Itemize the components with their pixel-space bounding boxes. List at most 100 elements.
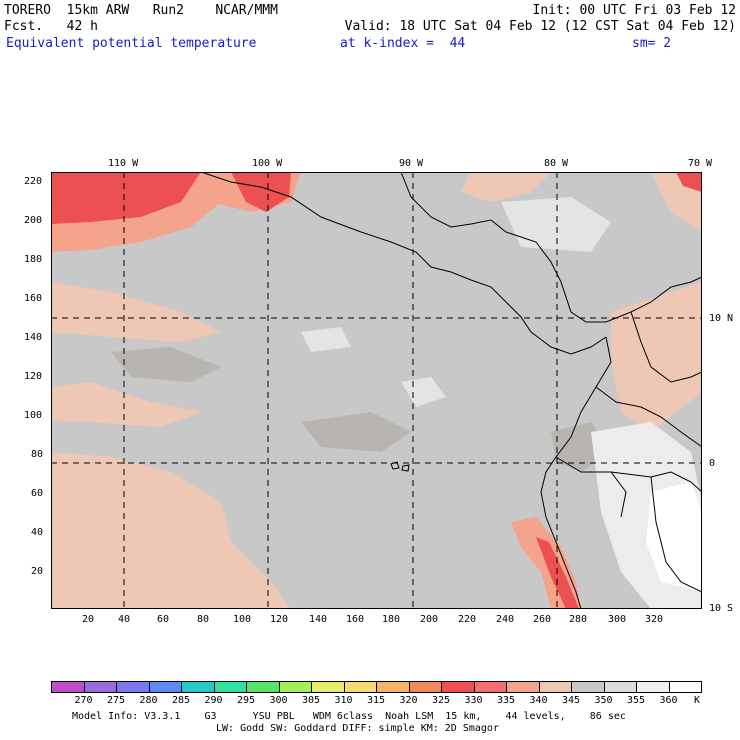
field-peach-southwest-2 (51, 502, 121, 552)
colorbar-swatch (83, 681, 117, 693)
x-tick-320: 320 (645, 614, 664, 625)
x-tick-180: 180 (382, 614, 401, 625)
field-red-north (231, 172, 291, 212)
lat-label-10n: 10 N (709, 313, 734, 324)
field-gray-patch-1 (111, 347, 221, 382)
colorbar-swatch (213, 681, 247, 693)
colorbar-swatch (278, 681, 312, 693)
lon-label-80w: 80 W (544, 158, 569, 169)
y-tick-40: 40 (31, 527, 44, 538)
x-tick-120: 120 (270, 614, 289, 625)
colorbar-swatch (116, 681, 150, 693)
y-tick-120: 120 (24, 371, 43, 382)
colorbar-label: 360 (659, 695, 678, 706)
field-gray-patch-2 (301, 412, 411, 452)
field-peach-southwest (51, 452, 291, 609)
colorbar (51, 681, 702, 693)
coastline-central-america (200, 172, 607, 355)
colorbar-label: 320 (399, 695, 418, 706)
theta-e-map (51, 172, 702, 609)
field-peach-band-mid (51, 282, 221, 342)
x-tick-300: 300 (608, 614, 627, 625)
x-tick-60: 60 (157, 614, 170, 625)
field-peach-northeast (461, 172, 551, 202)
colorbar-swatch (343, 681, 377, 693)
colorbar-swatch (636, 681, 670, 693)
lon-label-100w: 100 W (252, 158, 283, 169)
coastline-caribbean (400, 172, 702, 323)
colorbar-label: 340 (529, 695, 548, 706)
border-venezuela (630, 311, 702, 383)
valid-time: Valid: 18 UTC Sat 04 Feb 12 (12 CST Sat … (344, 19, 736, 34)
border-south-america-1 (595, 386, 702, 448)
colorbar-swatch (148, 681, 182, 693)
model-info: Model Info: V3.3.1 G3 YSU PBL WDM 6class… (72, 711, 626, 722)
colorbar-label: 335 (496, 695, 516, 706)
colorbar-label: 305 (301, 695, 321, 706)
colorbar-unit: K (693, 695, 701, 706)
colorbar-swatch (538, 681, 572, 693)
y-tick-20: 20 (31, 566, 44, 577)
map-frame (51, 172, 702, 609)
x-tick-240: 240 (496, 614, 515, 625)
forecast-hour: Fcst. 42 h (4, 19, 98, 34)
y-tick-60: 60 (31, 488, 44, 499)
lat-label-10s: 10 S (709, 603, 734, 614)
colorbar-swatch (376, 681, 410, 693)
colorbar-swatch (181, 681, 215, 693)
lon-label-70w: 70 W (688, 158, 713, 169)
colorbar-label: 275 (106, 695, 126, 706)
smoothing-label: sm= 2 (632, 36, 672, 51)
border-brazil (650, 476, 702, 593)
colorbar-swatch (408, 681, 442, 693)
field-red-northwest (51, 172, 201, 224)
colorbar-label: 280 (139, 695, 158, 706)
colorbar-label: 325 (431, 695, 451, 706)
level-label: at k-index = 44 (340, 36, 466, 51)
y-tick-160: 160 (24, 293, 43, 304)
colorbar-swatch (473, 681, 507, 693)
colorbar-label: 285 (171, 695, 191, 706)
colorbar-swatch (441, 681, 475, 693)
graticule (51, 172, 702, 609)
lat-label-0: 0 (709, 458, 716, 469)
colorbar-swatch (668, 681, 702, 693)
colorbar-label: 355 (626, 695, 646, 706)
x-tick-20: 20 (82, 614, 95, 625)
field-name: Equivalent potential temperature (6, 36, 257, 51)
colorbar-swatch (311, 681, 345, 693)
lon-label-110w: 110 W (108, 158, 139, 169)
colorbar-label: 290 (204, 695, 223, 706)
border-south-america-3 (610, 471, 702, 493)
colorbar-label: 295 (236, 695, 256, 706)
field-white-4 (401, 377, 446, 407)
colorbar-swatch (603, 681, 637, 693)
field-white-2 (646, 482, 702, 592)
colorbar-swatch (246, 681, 280, 693)
y-tick-200: 200 (24, 215, 43, 226)
x-tick-200: 200 (420, 614, 439, 625)
colorbar-label: 310 (334, 695, 353, 706)
colorbar-label: 345 (561, 695, 581, 706)
y-tick-100: 100 (24, 410, 43, 421)
y-tick-220: 220 (24, 176, 43, 187)
model-title: TORERO 15km ARW Run2 NCAR/MMM (4, 3, 278, 18)
colorbar-label: 330 (464, 695, 483, 706)
colorbar-swatch (51, 681, 85, 693)
init-time: Init: 00 UTC Fri 03 Feb 12 (532, 3, 737, 18)
x-tick-260: 260 (533, 614, 552, 625)
x-tick-40: 40 (118, 614, 131, 625)
x-tick-160: 160 (346, 614, 365, 625)
lon-label-90w: 90 W (399, 158, 424, 169)
colorbar-swatch (571, 681, 605, 693)
x-tick-140: 140 (309, 614, 328, 625)
x-tick-280: 280 (569, 614, 588, 625)
y-tick-140: 140 (24, 332, 43, 343)
x-tick-80: 80 (197, 614, 210, 625)
colorbar-label: 270 (74, 695, 93, 706)
colorbar-label: 300 (269, 695, 288, 706)
field-white-5 (301, 327, 351, 352)
field-red-ne (676, 172, 702, 192)
field-peach-band-mid-2 (51, 382, 201, 427)
x-tick-100: 100 (233, 614, 252, 625)
